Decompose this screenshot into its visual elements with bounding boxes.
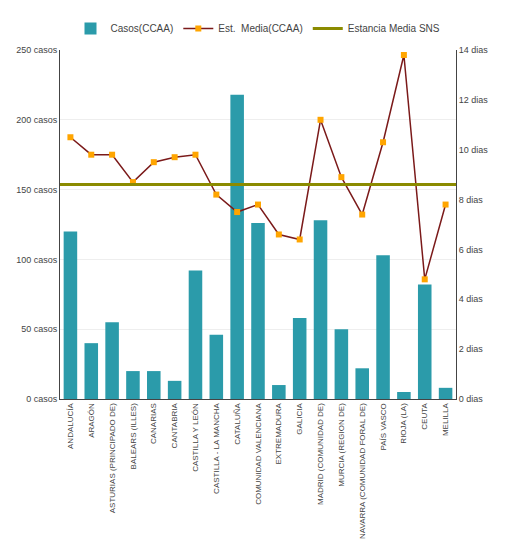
svg-text:0 dias: 0 dias [459,394,484,404]
svg-text:8 dias: 8 dias [459,195,484,205]
svg-text:100 casos: 100 casos [16,255,58,265]
svg-text:2 dias: 2 dias [459,344,484,354]
svg-text:CASTILLA - LA MANCHA: CASTILLA - LA MANCHA [212,403,221,494]
svg-text:150 casos: 150 casos [16,185,58,195]
svg-text:12 dias: 12 dias [459,95,489,105]
svg-text:PAÍS VASCO: PAÍS VASCO [379,403,388,450]
svg-text:50 casos: 50 casos [21,324,58,334]
svg-text:250 casos: 250 casos [16,45,58,55]
svg-text:NAVARRA (COMUNIDAD FORAL DE): NAVARRA (COMUNIDAD FORAL DE) [358,403,367,539]
svg-text:CANTABRIA: CANTABRIA [170,403,179,449]
svg-text:6 dias: 6 dias [459,245,484,255]
svg-text:200 casos: 200 casos [16,115,58,125]
svg-text:ASTURIAS (PRINCIPADO DE): ASTURIAS (PRINCIPADO DE) [108,403,117,513]
svg-text:MELILLA: MELILLA [441,403,450,437]
svg-text:ANDALUCÍA: ANDALUCÍA [66,403,75,449]
svg-text:CATALUÑA: CATALUÑA [233,403,242,445]
svg-text:BALEARS (ILLES): BALEARS (ILLES) [129,403,138,470]
svg-text:ARAGÓN: ARAGÓN [87,403,96,438]
svg-text:RIOJA (LA): RIOJA (LA) [399,403,408,444]
svg-text:CASTILLA Y LEÓN: CASTILLA Y LEÓN [191,403,200,472]
svg-text:0 casos: 0 casos [26,394,58,404]
svg-text:Est. Media(CCAA): Est. Media(CCAA) [218,23,302,34]
svg-text:EXTREMADURA: EXTREMADURA [274,403,283,465]
svg-text:GALICIA: GALICIA [295,403,304,435]
svg-text:4 dias: 4 dias [459,294,484,304]
svg-text:10 dias: 10 dias [459,145,489,155]
svg-text:14 dias: 14 dias [459,45,489,55]
svg-text:MURCIA (REGION DE): MURCIA (REGION DE) [337,403,346,487]
svg-text:COMUNIDAD VALENCIANA: COMUNIDAD VALENCIANA [254,403,263,505]
svg-text:CEUTA: CEUTA [420,403,429,430]
svg-text:MADRID (COMUNIDAD DE): MADRID (COMUNIDAD DE) [316,403,325,505]
svg-text:Casos(CCAA): Casos(CCAA) [111,23,174,34]
svg-text:Estancia Media SNS: Estancia Media SNS [348,23,440,34]
svg-text:CANARIAS: CANARIAS [149,403,158,444]
